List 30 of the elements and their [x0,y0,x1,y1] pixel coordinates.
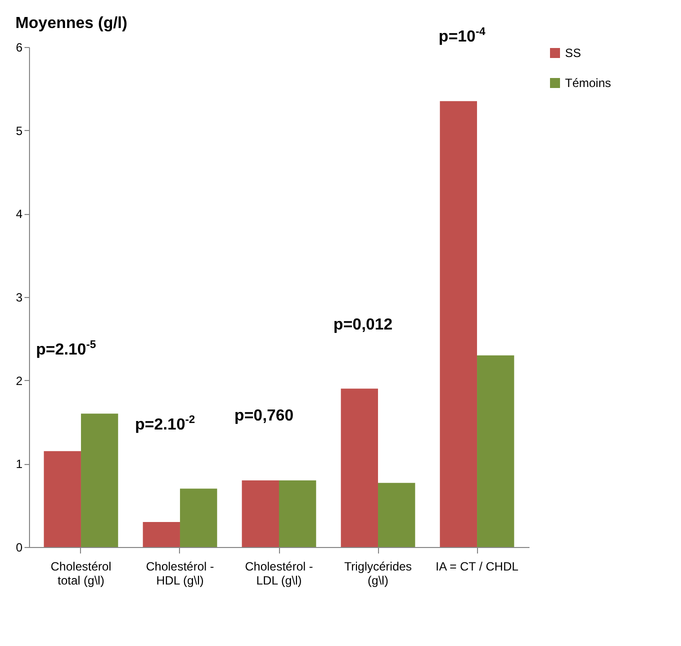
annotation: p=2.10$^{-5}$ [36,338,96,359]
x-tick-label: Triglycérides (g\l) [344,560,412,588]
bar [477,355,514,547]
bar [142,522,180,547]
bar [378,482,416,547]
y-tick-label: 1 [16,457,23,472]
bar [44,451,81,547]
annotation: p=0,760 [234,408,294,426]
bar [180,488,218,547]
bar [242,480,279,547]
chart-title: Moyennes (g/l) [15,15,128,32]
x-tick-label: Cholestérol - HDL (g\l) [146,560,214,588]
bar [80,414,118,547]
bar [340,388,378,547]
y-tick-label: 6 [16,40,23,54]
annotation: p=2.10$^{-2}$ [134,414,196,434]
bar [279,480,316,547]
annotation: p=0,012 [333,316,393,334]
x-tick-label: Cholestérol - LDL (g\l) [244,560,314,588]
y-tick-label: 0 [16,540,23,554]
bar [440,101,478,547]
y-tick-label: 5 [16,124,23,138]
y-tick-label: 2 [16,374,23,388]
legend-label: Témoins [565,76,612,90]
x-tick-label: IA = CT / CHDL [436,560,519,574]
text: p=10$^{-4}$ [438,26,486,46]
y-tick-label: 4 [16,207,23,222]
x-tick-label: Cholestérol total (g\l) [50,560,112,588]
y-tick-label: 3 [16,290,23,304]
legend-label: SS [565,46,582,60]
